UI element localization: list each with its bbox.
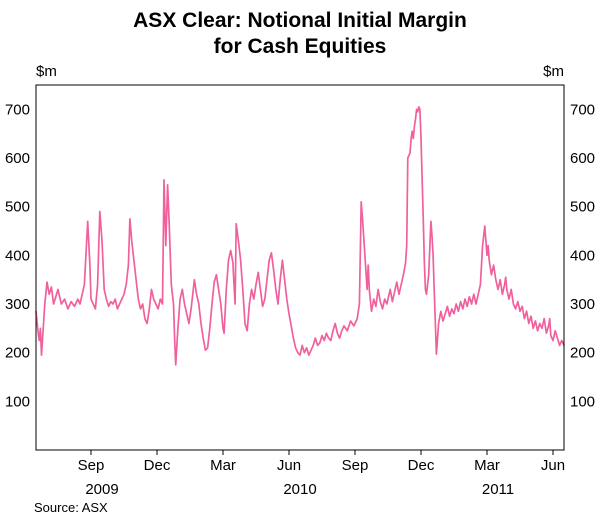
x-tick-label: Mar <box>210 457 236 474</box>
y-tick-label-left: 400 <box>5 247 30 264</box>
source-note: Source: ASX <box>34 500 108 515</box>
y-tick-label-right: 300 <box>570 296 595 313</box>
year-label: 2011 <box>482 481 514 496</box>
x-tick-label: Dec <box>408 457 435 474</box>
x-tick-label: Sep <box>342 457 369 474</box>
x-tick-label: Dec <box>144 457 171 474</box>
plot-area: $m $m 100 100 200 200 300 300 400 400 500 500 600 600… <box>0 60 600 498</box>
chart-title-line2: for Cash Equities <box>213 35 387 58</box>
x-tick-label: Jun <box>277 457 301 474</box>
x-tick-label: Jun <box>541 457 565 474</box>
y-tick-label-right: 400 <box>570 247 595 264</box>
y-tick-label-left: 200 <box>5 345 30 362</box>
x-tick-label: Mar <box>474 457 500 474</box>
year-label: 2009 <box>85 481 118 496</box>
y-tick-label-left: 100 <box>5 393 30 410</box>
y-tick-label-left: 600 <box>5 150 30 167</box>
y-tick-label-right: 700 <box>570 101 595 118</box>
y-tick-label-right: 100 <box>570 393 595 410</box>
y-tick-label-left: 300 <box>5 296 30 313</box>
y-tick-label-left: 500 <box>5 199 30 216</box>
y-tick-label-right: 500 <box>570 199 595 216</box>
y-tick-label-left: 700 <box>5 101 30 118</box>
margin-line-chart: $m $m 100 100 200 200 300 300 400 400 500 500 600 600… <box>5 63 595 498</box>
unit-label-right: $m <box>543 63 564 80</box>
chart-title-line1: ASX Clear: Notional Initial Margin <box>133 9 467 32</box>
margin-series-line <box>35 106 565 366</box>
x-tick-label: Sep <box>78 457 105 474</box>
y-tick-label-right: 600 <box>570 150 595 167</box>
unit-label-left: $m <box>36 63 57 80</box>
plot-frame <box>35 84 565 451</box>
chart-title: ASX Clear: Notional Initial Margin for C… <box>0 0 600 60</box>
y-tick-label-right: 200 <box>570 345 595 362</box>
year-label: 2010 <box>283 481 316 496</box>
